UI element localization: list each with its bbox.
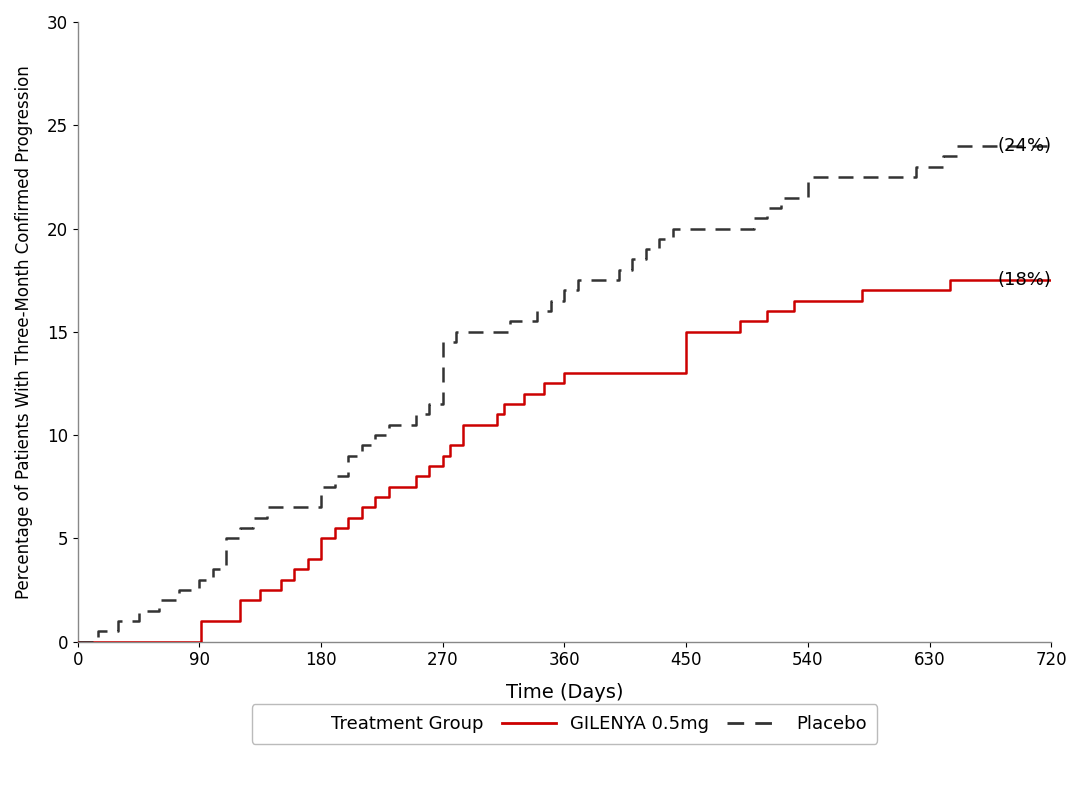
Y-axis label: Percentage of Patients With Three-Month Confirmed Progression: Percentage of Patients With Three-Month … <box>15 65 32 599</box>
X-axis label: Time (Days): Time (Days) <box>505 683 623 702</box>
Legend: Treatment Group, GILENYA 0.5mg, Placebo: Treatment Group, GILENYA 0.5mg, Placebo <box>252 705 878 744</box>
Text: (24%): (24%) <box>998 137 1052 155</box>
Text: (18%): (18%) <box>998 271 1051 289</box>
